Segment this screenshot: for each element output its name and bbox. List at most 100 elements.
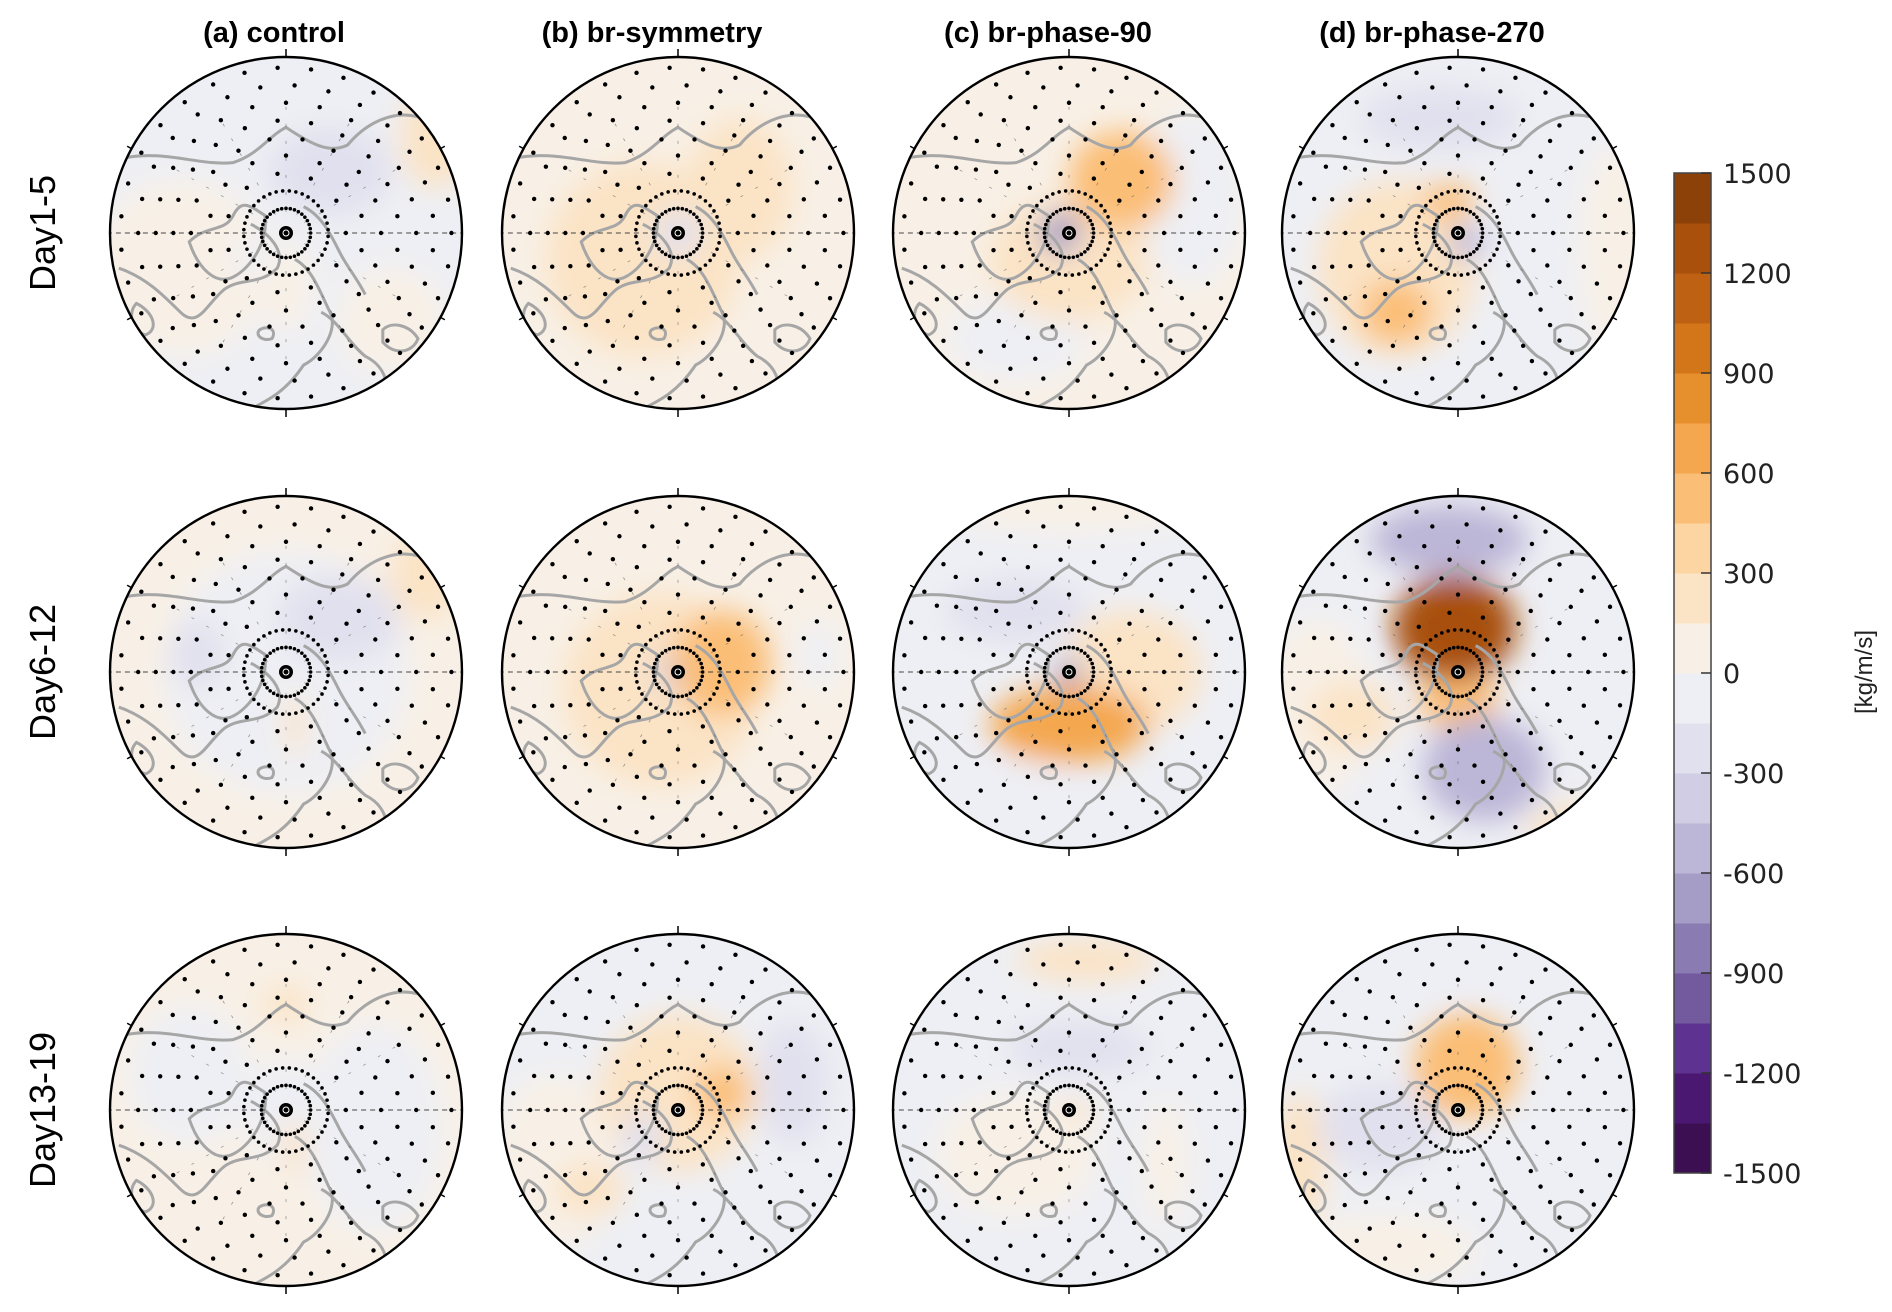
coastline [648, 1203, 667, 1218]
significance-dot [715, 215, 719, 219]
significance-dot [1456, 694, 1460, 699]
significance-dot [1529, 797, 1535, 803]
significance-dot [1109, 234, 1113, 239]
significance-dot [306, 1144, 310, 1148]
significance-dot [1342, 1202, 1347, 1208]
coastline [913, 1178, 938, 1214]
significance-dot [684, 693, 689, 697]
significance-dot [749, 797, 755, 803]
significance-dot [1019, 1025, 1024, 1030]
significance-dot [1058, 610, 1063, 615]
significance-dot [323, 1124, 327, 1128]
significance-dot [977, 1140, 982, 1145]
significance-dot [1343, 669, 1348, 675]
significance-dot [640, 1130, 644, 1134]
significance-dot [1179, 734, 1184, 740]
significance-dot [1529, 358, 1535, 364]
significance-dot [1086, 1092, 1090, 1096]
significance-dot [1480, 226, 1485, 231]
significance-dot [1149, 746, 1154, 751]
significance-dot [549, 1074, 555, 1079]
frame-tick [126, 145, 132, 150]
significance-dot [248, 1086, 252, 1090]
significance-dot [1503, 752, 1508, 757]
significance-dot [1434, 1120, 1439, 1125]
significance-dot [308, 394, 314, 399]
significance-dot [326, 372, 331, 377]
significance-dot [1455, 747, 1461, 752]
meridian-line [1087, 1043, 1184, 1100]
significance-dot [244, 624, 250, 629]
significance-dot [1478, 634, 1482, 638]
significance-dot [267, 763, 272, 768]
significance-dot [259, 1108, 264, 1112]
significance-dot [1472, 576, 1477, 581]
significance-dot [1090, 678, 1094, 683]
significance-dot [316, 258, 320, 263]
significance-dot [788, 295, 793, 301]
significance-dot [953, 325, 958, 331]
significance-dot [1415, 660, 1419, 664]
significance-dot [1447, 610, 1452, 615]
significance-dot [1415, 680, 1419, 684]
significance-dot [385, 620, 390, 626]
significance-dot [758, 307, 763, 312]
significance-dot [1443, 691, 1448, 696]
significance-dot [1008, 95, 1013, 100]
significance-dot [936, 669, 941, 675]
coastline [187, 1080, 267, 1158]
significance-dot [676, 1083, 680, 1088]
significance-dot [777, 123, 782, 128]
significance-dot [242, 947, 247, 953]
significance-dot [1483, 1140, 1488, 1144]
significance-dot [1006, 718, 1011, 723]
significance-dot [1547, 1015, 1553, 1021]
significance-dot [1325, 230, 1330, 236]
significance-dot [1077, 190, 1081, 194]
meridian-line [1391, 251, 1448, 348]
significance-dot [1330, 777, 1335, 782]
significance-dot [1382, 379, 1388, 384]
significance-dot [385, 1058, 390, 1064]
significance-dot [268, 689, 272, 693]
significance-dot [320, 1130, 324, 1134]
significance-dot [644, 642, 648, 647]
significance-dot [182, 361, 187, 367]
significance-dot [841, 230, 846, 236]
significance-dot [1070, 1066, 1075, 1070]
significance-dot [1039, 638, 1044, 642]
significance-dot [1472, 1089, 1476, 1093]
significance-dot [245, 247, 249, 251]
significance-dot [326, 966, 331, 971]
significance-dot [642, 104, 647, 110]
significance-dot [1382, 608, 1388, 614]
significance-dot [1205, 180, 1211, 185]
significance-dot [1086, 686, 1090, 690]
significance-dot [653, 1116, 657, 1121]
significance-dot [1498, 234, 1502, 239]
significance-dot [306, 634, 310, 638]
significance-dot [1498, 1249, 1503, 1254]
significance-dot [445, 703, 451, 708]
significance-dot [256, 263, 261, 267]
significance-dot [700, 226, 705, 231]
significance-dot [1480, 231, 1485, 235]
meridian-line [688, 1128, 745, 1225]
significance-dot [261, 1116, 265, 1121]
significance-dot [1033, 543, 1038, 549]
anomaly-blob [127, 1004, 251, 1146]
significance-dot [279, 694, 284, 699]
significance-dot [642, 356, 647, 362]
significance-dot [1447, 1167, 1452, 1172]
significance-dot [1480, 674, 1485, 679]
colorbar-bin [1674, 823, 1711, 874]
meridian-line [1468, 251, 1525, 348]
coastline [118, 1099, 281, 1197]
significance-dot [1408, 148, 1413, 153]
significance-dot [1520, 782, 1526, 787]
significance-dot [1311, 196, 1317, 202]
significance-dot [1149, 593, 1154, 598]
anomaly-blob [1449, 1154, 1573, 1225]
significance-dot [242, 1104, 246, 1109]
significance-dot [799, 588, 804, 593]
